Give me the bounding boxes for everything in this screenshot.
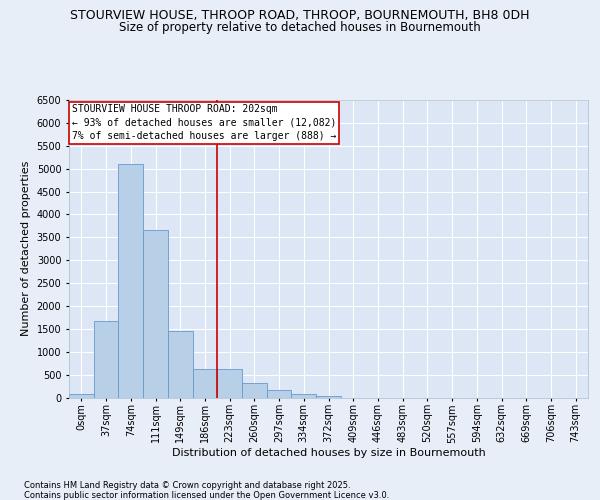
Text: Size of property relative to detached houses in Bournemouth: Size of property relative to detached ho… (119, 21, 481, 34)
Bar (316, 396, 341, 398)
Bar (217, 368, 242, 398)
Text: STOURVIEW HOUSE, THROOP ROAD, THROOP, BOURNEMOUTH, BH8 0DH: STOURVIEW HOUSE, THROOP ROAD, THROOP, BO… (70, 9, 530, 22)
Bar (118, 164, 143, 398)
Text: Contains HM Land Registry data © Crown copyright and database right 2025.: Contains HM Land Registry data © Crown c… (24, 481, 350, 490)
Bar (94, 321, 118, 398)
X-axis label: Distribution of detached houses by size in Bournemouth: Distribution of detached houses by size … (172, 448, 485, 458)
Bar (168, 331, 193, 398)
Bar (143, 230, 168, 398)
Y-axis label: Number of detached properties: Number of detached properties (21, 161, 31, 336)
Text: Contains public sector information licensed under the Open Government Licence v3: Contains public sector information licen… (24, 491, 389, 500)
Bar (267, 390, 292, 398)
Bar (193, 368, 217, 398)
Bar (242, 383, 267, 398)
Text: STOURVIEW HOUSE THROOP ROAD: 202sqm
← 93% of detached houses are smaller (12,082: STOURVIEW HOUSE THROOP ROAD: 202sqm ← 93… (71, 104, 336, 141)
Bar (69, 394, 94, 398)
Bar (292, 394, 316, 398)
